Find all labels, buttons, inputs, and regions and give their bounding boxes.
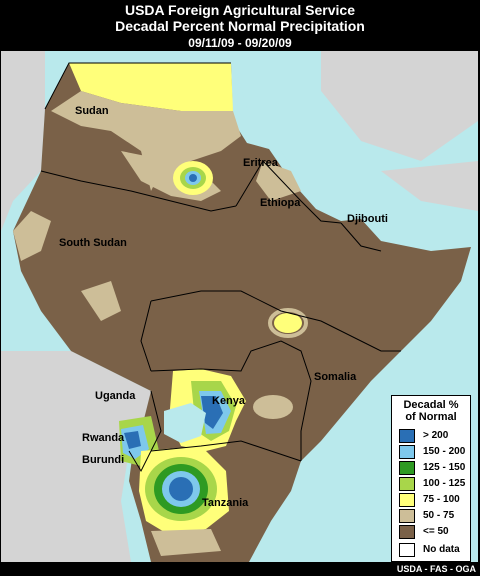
label-rwanda: Rwanda [82, 432, 125, 444]
legend-swatch [399, 477, 415, 491]
legend-title-line-2: of Normal [405, 411, 457, 423]
region-50-75-tanzania-south [151, 529, 221, 556]
spot-50-75-ethiopia [268, 308, 308, 338]
legend-swatch [399, 525, 415, 539]
outside-region-west [1, 51, 45, 231]
label-eritrea: Eritrea [243, 157, 278, 169]
label-djibouti: Djibouti [347, 213, 388, 225]
outside-region-saudi [321, 51, 478, 161]
label-somalia: Somalia [314, 371, 357, 383]
outside-region-congo [1, 351, 151, 562]
label-south-sudan: South Sudan [59, 237, 127, 249]
outside-region-yemen [381, 161, 478, 211]
legend-title-line-1: Decadal % [403, 399, 459, 411]
title-line-1: USDA Foreign Agricultural Service [124, 2, 355, 18]
map-graphic [1, 51, 478, 562]
legend-swatch [399, 509, 415, 523]
legend-swatch [399, 445, 415, 459]
legend-label: 125 - 150 [423, 462, 466, 473]
label-tanzania: Tanzania [202, 497, 249, 509]
label-burundi: Burundi [82, 454, 125, 466]
region-50-75-sudan [51, 91, 241, 191]
region-50-75-eritrea [256, 161, 301, 201]
legend-label: <= 50 [423, 526, 449, 537]
legend: Decadal % of Normal > 200 150 - 200 125 … [391, 395, 471, 562]
spot-gt200-sudan [189, 174, 197, 182]
lake-victoria [164, 403, 206, 443]
spot-75-100-ethiopia [274, 313, 302, 333]
land-mass [13, 63, 471, 562]
legend-label: > 200 [423, 430, 449, 441]
legend-label: 150 - 200 [423, 446, 466, 457]
footer: USDA - FAS - OGA [0, 562, 480, 576]
legend-swatch [399, 429, 415, 443]
region-50-75-west [13, 211, 51, 261]
region-gt200-kenya [201, 396, 223, 429]
label-uganda: Uganda [95, 390, 136, 402]
title-line-2: Decadal Percent Normal Precipitation [115, 18, 365, 34]
label-kenya: Kenya [212, 395, 246, 407]
label-ethiopia: Ethiopa [260, 197, 301, 209]
country-borders [40, 62, 401, 473]
legend-label: No data [423, 544, 460, 555]
legend-label: 75 - 100 [423, 494, 460, 505]
legend-swatch [399, 543, 415, 557]
spot-gt200-tanzania [169, 477, 193, 501]
region-75-100-north [69, 63, 233, 111]
date-range: 09/11/09 - 09/20/09 [188, 36, 292, 50]
region-gt200-rwanda [124, 431, 141, 449]
map-header: USDA Foreign Agricultural Service Decada… [0, 0, 480, 50]
legend-swatch [399, 461, 415, 475]
legend-label: 100 - 125 [423, 478, 466, 489]
red-sea [233, 63, 361, 181]
label-sudan: Sudan [75, 105, 109, 117]
region-50-75-south-sudan [81, 281, 121, 321]
legend-title: Decadal % of Normal [392, 399, 470, 423]
spot-50-75-kenya-east [253, 395, 293, 419]
precipitation-map: Sudan Eritrea Ethiopa Djibouti South Sud… [1, 51, 478, 562]
footer-credit: USDA - FAS - OGA [396, 564, 476, 574]
legend-swatch [399, 493, 415, 507]
legend-label: 50 - 75 [423, 510, 455, 521]
